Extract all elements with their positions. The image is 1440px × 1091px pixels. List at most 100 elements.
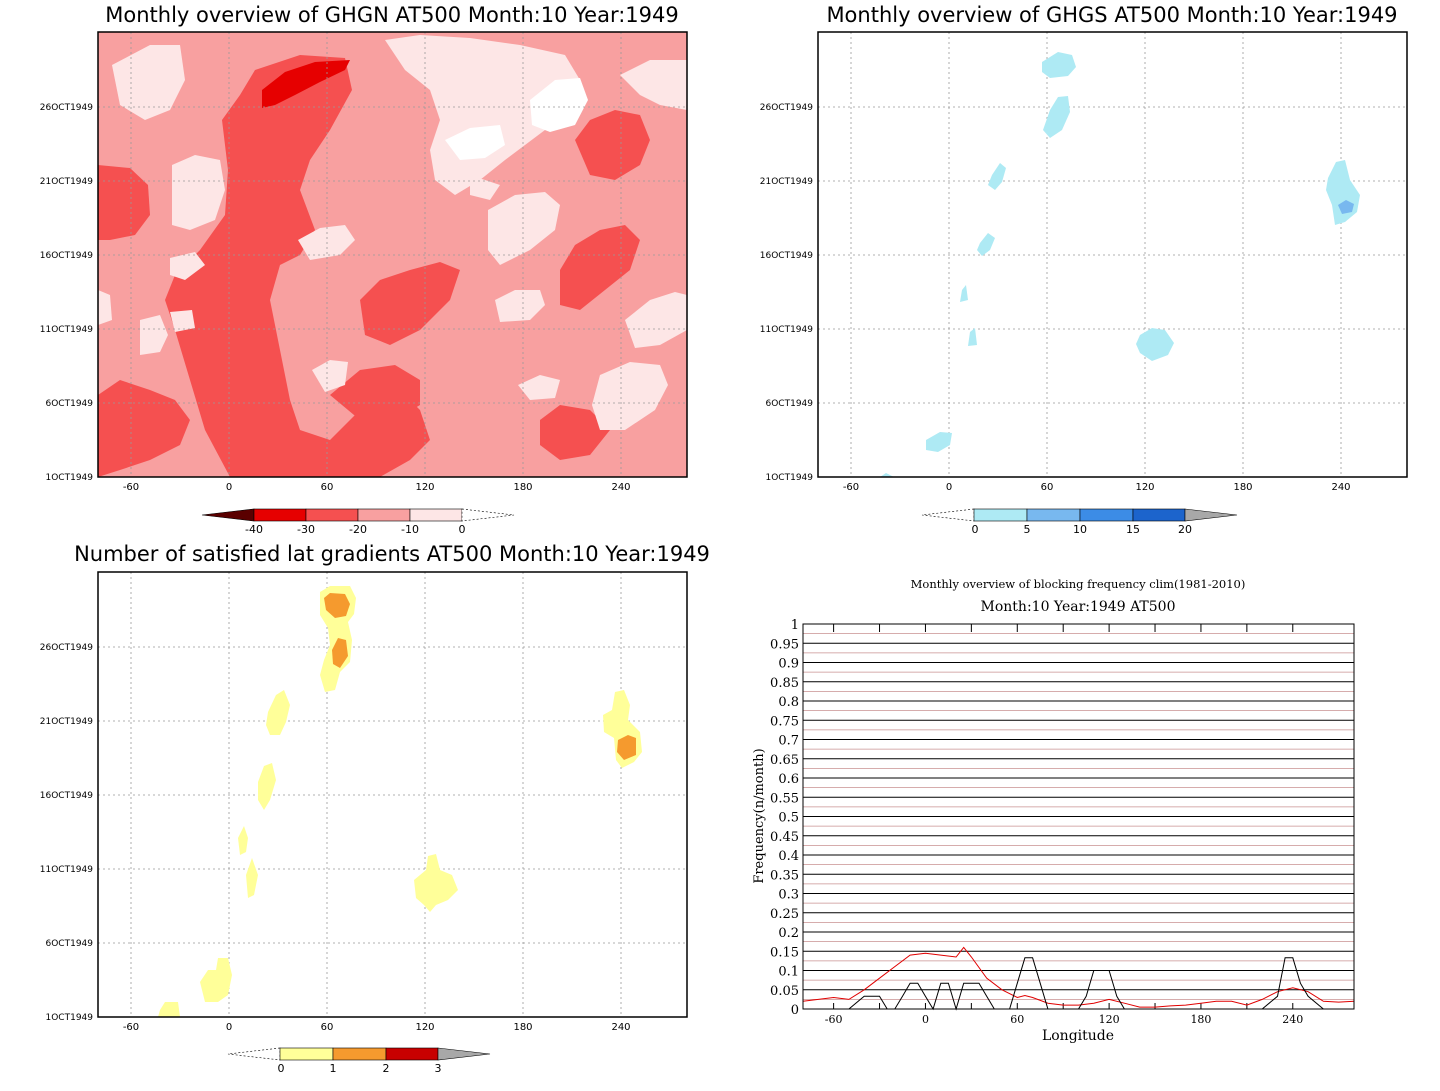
ghgs-colorbar: 0 5 10 15 20 bbox=[921, 508, 1238, 536]
ghgn-colorbar-segment bbox=[201, 508, 255, 522]
ghgs-grid bbox=[818, 32, 1407, 477]
ghgs-panel: Monthly overview of GHGS AT500 Month:10 … bbox=[760, 3, 1408, 536]
ghgs-blob bbox=[1136, 328, 1174, 361]
ghgs-field bbox=[880, 52, 1360, 477]
ghgs-blob-core bbox=[1338, 200, 1354, 214]
ghgn-colorbar-segment bbox=[305, 508, 359, 522]
blocking-ytick: 0.7 bbox=[778, 734, 799, 749]
blocking-ytick: 0.05 bbox=[770, 984, 799, 999]
satisfied-blob bbox=[238, 826, 248, 855]
blocking-ytick: 0.75 bbox=[770, 714, 799, 729]
blocking-xlabel: Longitude bbox=[1042, 1028, 1114, 1044]
ghgn-region-light-7 bbox=[495, 290, 545, 322]
ghgn-x-ticks: -60 0 60 120 180 240 bbox=[123, 482, 631, 493]
ghgn-region-light-15 bbox=[625, 292, 687, 348]
blocking-frame bbox=[802, 623, 1355, 1010]
blocking-ytick: 0.6 bbox=[778, 772, 799, 787]
ghgn-panel: Monthly overview of GHGN AT500 Month:10 … bbox=[40, 3, 688, 536]
ghgn-region-midred-3 bbox=[98, 380, 190, 477]
blocking-ytick: 0.1 bbox=[778, 965, 799, 980]
ghgn-xtick: 0 bbox=[226, 482, 232, 493]
ghgs-colorbar-label: 20 bbox=[1178, 523, 1192, 536]
satisfied-colorbar-segment bbox=[332, 1047, 387, 1061]
ghgn-ytick: 21OCT1949 bbox=[40, 177, 93, 187]
ghgs-blob bbox=[1042, 52, 1076, 78]
satisfied-blob bbox=[266, 690, 290, 735]
blocking-ytick: 0.5 bbox=[778, 811, 799, 826]
satisfied-blob bbox=[258, 763, 276, 810]
ghgn-region-light-5 bbox=[298, 225, 355, 260]
ghgn-region-white-2 bbox=[530, 78, 588, 132]
ghgn-colorbar-label: 0 bbox=[459, 523, 466, 536]
blocking-ytick: 0.65 bbox=[770, 753, 799, 768]
ghgs-colorbar-segment bbox=[1132, 508, 1186, 522]
satisfied-xtick: 60 bbox=[321, 1022, 334, 1033]
ghgs-ytick: 21OCT1949 bbox=[760, 177, 813, 187]
satisfied-ytick: 26OCT1949 bbox=[40, 643, 93, 653]
ghgn-ytick: 16OCT1949 bbox=[40, 251, 93, 261]
satisfied-y-ticks: 1OCT1949 6OCT1949 11OCT1949 16OCT1949 21… bbox=[40, 643, 94, 1023]
ghgs-ytick: 11OCT1949 bbox=[760, 325, 813, 335]
satisfied-xtick: 120 bbox=[415, 1022, 434, 1033]
ghgn-region-light-4 bbox=[172, 155, 225, 230]
ghgs-blob bbox=[960, 285, 968, 302]
blocking-ytick: 0.55 bbox=[770, 791, 799, 806]
ghgn-region-light-13 bbox=[518, 375, 560, 400]
ghgs-xtick: 240 bbox=[1331, 482, 1350, 493]
blocking-title: Monthly overview of blocking frequency c… bbox=[911, 577, 1246, 591]
ghgn-xtick: 180 bbox=[513, 482, 532, 493]
ghgs-colorbar-label: 15 bbox=[1126, 523, 1140, 536]
ghgn-title: Monthly overview of GHGN AT500 Month:10 … bbox=[105, 3, 678, 27]
ghgn-colorbar-segment bbox=[409, 508, 463, 522]
blocking-x-ticks: -60 0 60 120 180 240 bbox=[825, 1013, 1304, 1026]
ghgn-frame bbox=[97, 31, 688, 478]
satisfied-colorbar-label: 0 bbox=[278, 1062, 285, 1075]
blocking-y-ticks: 0 0.05 0.1 0.15 0.2 0.25 0.3 0.35 0.4 0.45 0.5 0.55… bbox=[770, 618, 799, 1018]
ghgs-xtick: 180 bbox=[1233, 482, 1252, 493]
ghgs-y-ticks: 1OCT1949 6OCT1949 11OCT1949 16OCT1949 21… bbox=[760, 103, 814, 483]
ghgn-xtick: -60 bbox=[123, 482, 139, 493]
blocking-ytick: 0.45 bbox=[770, 830, 799, 845]
satisfied-ytick: 6OCT1949 bbox=[46, 939, 94, 949]
blocking-series-line-0 bbox=[802, 946, 1355, 1008]
satisfied-blob-core bbox=[332, 638, 348, 668]
ghgn-region-midred-5 bbox=[560, 225, 640, 310]
ghgn-field bbox=[98, 32, 687, 477]
ghgs-xtick: 0 bbox=[946, 482, 952, 493]
satisfied-blob-core bbox=[617, 735, 636, 760]
satisfied-ytick: 1OCT1949 bbox=[46, 1013, 94, 1023]
satisfied-colorbar: 0 1 2 3 bbox=[227, 1047, 491, 1075]
satisfied-colorbar-label: 2 bbox=[383, 1062, 390, 1075]
blocking-ytick: 0.8 bbox=[778, 695, 799, 710]
blocking-ytick: 1 bbox=[791, 618, 799, 633]
ghgn-region-light-10 bbox=[140, 315, 168, 355]
blocking-ytick: 0.15 bbox=[770, 945, 799, 960]
blocking-ytick: 0.2 bbox=[778, 926, 799, 941]
ghgn-region-strongred bbox=[262, 60, 350, 108]
blocking-top-ticks bbox=[833, 624, 1294, 1009]
satisfied-colorbar-segment bbox=[437, 1047, 491, 1061]
ghgs-colorbar-label: 5 bbox=[1024, 523, 1031, 536]
ghgs-colorbar-segment bbox=[973, 508, 1028, 522]
blocking-xtick: 180 bbox=[1190, 1013, 1211, 1026]
blocking-xtick: 120 bbox=[1099, 1013, 1120, 1026]
blocking-ytick: 0.95 bbox=[770, 637, 799, 652]
satisfied-field bbox=[158, 586, 642, 1017]
satisfied-xtick: -60 bbox=[123, 1022, 139, 1033]
ghgn-colorbar-label: -20 bbox=[349, 523, 367, 536]
blocking-xtick: 60 bbox=[1010, 1013, 1024, 1026]
ghgn-xtick: 60 bbox=[321, 482, 334, 493]
satisfied-panel: Number of satisfied lat gradients AT500 … bbox=[40, 542, 710, 1075]
ghgn-region-midred-4 bbox=[360, 262, 460, 345]
blocking-ytick: 0.3 bbox=[778, 888, 799, 903]
ghgn-ytick: 26OCT1949 bbox=[40, 103, 93, 113]
ghgn-region-midred-1 bbox=[165, 55, 430, 477]
satisfied-blob-core bbox=[324, 593, 350, 618]
blocking-ytick: 0.35 bbox=[770, 868, 799, 883]
satisfied-xtick: 0 bbox=[226, 1022, 232, 1033]
ghgs-colorbar-label: 10 bbox=[1073, 523, 1087, 536]
ghgn-region-light-8 bbox=[170, 252, 205, 280]
satisfied-blob bbox=[246, 858, 258, 898]
ghgn-ytick: 6OCT1949 bbox=[46, 399, 94, 409]
ghgn-grid bbox=[98, 32, 687, 477]
